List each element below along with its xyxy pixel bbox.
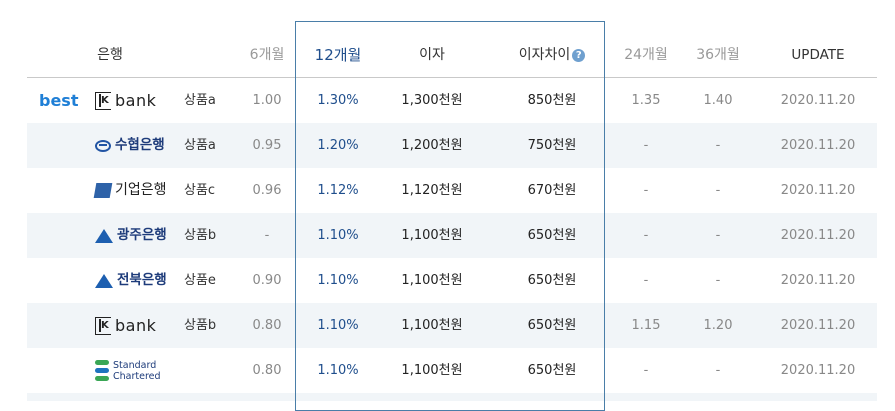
interest-amount: 1,100천원 [401,273,463,288]
best-badge: best [39,91,79,110]
rate-6m: 0.80 [252,363,282,378]
product-name [184,348,224,393]
question-circle-icon[interactable]: ? [572,49,586,62]
bank-logo-jeonbuk: 전북은행 [95,258,177,303]
rate-24m: 1.35 [631,93,661,108]
rate-12m: 1.10% [317,273,359,288]
rate-6m: 0.80 [252,318,282,333]
interest-diff: 670천원 [527,183,577,198]
savings-rate-table: 은행 6개월 12개월 이자 이자차이? 24개월 36개월 UPDATE be… [27,21,877,411]
interest-amount: 1,300천원 [401,93,463,108]
interest-diff: 650천원 [527,228,577,243]
interest-amount: 1,100천원 [401,318,463,333]
table-row-partial [27,393,877,401]
rate-36m: - [715,228,721,243]
standard-chartered-mark-icon [95,359,109,382]
interest-diff: 650천원 [527,363,577,378]
update-date: 2020.11.20 [780,363,856,378]
interest-amount: 1,100천원 [401,363,463,378]
product-name: 상품b [184,318,217,333]
rate-36m: 1.40 [703,93,733,108]
table-row[interactable]: 전북은행 상품e 0.90 1.10% 1,100천원 650천원 - - 20… [27,258,877,303]
kbank-mark-icon: K [95,91,111,110]
table-row[interactable]: Standard Chartered 0.80 1.10% 1,100천원 650… [27,348,877,393]
rate-12m: 1.12% [317,183,359,198]
header-interest-diff-label: 이자차이 [518,47,571,63]
rate-24m: - [643,138,649,153]
interest-amount: 1,100천원 [401,228,463,243]
header-36-months[interactable]: 36개월 [696,47,740,63]
header-interest-diff: 이자차이? [497,22,607,77]
update-date: 2020.11.20 [780,228,856,243]
header-12-months[interactable]: 12개월 [314,46,362,64]
update-date: 2020.11.20 [780,273,856,288]
rate-12m: 1.20% [317,138,359,153]
header-bank[interactable]: 은행 [97,47,123,63]
header-24-months[interactable]: 24개월 [624,47,668,63]
rate-24m: - [643,273,649,288]
bank-logo-standard-chartered: Standard Chartered [95,348,177,393]
rate-36m: - [715,363,721,378]
rate-36m: - [715,183,721,198]
header-interest[interactable]: 이자 [419,47,445,63]
rate-6m: - [264,228,270,243]
rate-36m: - [715,138,721,153]
rate-6m: 0.96 [252,183,282,198]
rate-12m: 1.10% [317,363,359,378]
product-name: 상품b [184,228,217,243]
header-6-months[interactable]: 6개월 [249,47,285,63]
header-update[interactable]: UPDATE [791,47,845,63]
product-name: 상품e [184,273,216,288]
rate-24m: 1.15 [631,318,661,333]
update-date: 2020.11.20 [780,138,856,153]
table-row[interactable]: 기업은행 상품c 0.96 1.12% 1,120천원 670천원 - - 20… [27,168,877,213]
table-row[interactable]: 광주은행 상품b - 1.10% 1,100천원 650천원 - - 2020.… [27,213,877,258]
update-date: 2020.11.20 [780,93,856,108]
interest-diff: 650천원 [527,273,577,288]
bank-logo-suhyup: 수협은행 [95,123,177,168]
interest-diff: 750천원 [527,138,577,153]
table-header: 은행 6개월 12개월 이자 이자차이? 24개월 36개월 UPDATE [27,22,877,78]
interest-amount: 1,120천원 [401,183,463,198]
interest-diff: 850천원 [527,93,577,108]
rate-6m: 1.00 [252,93,282,108]
rate-24m: - [643,363,649,378]
rate-12m: 1.30% [317,93,359,108]
interest-amount: 1,200천원 [401,138,463,153]
update-date: 2020.11.20 [780,183,856,198]
product-name: 상품c [184,183,216,198]
ibk-mark-icon [93,183,113,198]
gwangju-mark-icon [95,228,113,243]
rate-36m: - [715,273,721,288]
rate-6m: 0.95 [252,138,282,153]
rate-24m: - [643,183,649,198]
bank-logo-ibk: 기업은행 [93,168,177,213]
product-name: 상품a [184,138,216,153]
jeonbuk-mark-icon [95,273,113,288]
table-row[interactable]: 수협은행 상품a 0.95 1.20% 1,200천원 750천원 - - 20… [27,123,877,168]
suhyup-mark-icon [95,139,111,152]
product-name: 상품a [184,93,216,108]
bank-logo-gwangju: 광주은행 [95,213,177,258]
rate-24m: - [643,228,649,243]
rate-6m: 0.90 [252,273,282,288]
interest-diff: 650천원 [527,318,577,333]
rate-12m: 1.10% [317,318,359,333]
update-date: 2020.11.20 [780,318,856,333]
rate-12m: 1.10% [317,228,359,243]
rate-36m: 1.20 [703,318,733,333]
kbank-mark-icon: K [95,316,111,335]
